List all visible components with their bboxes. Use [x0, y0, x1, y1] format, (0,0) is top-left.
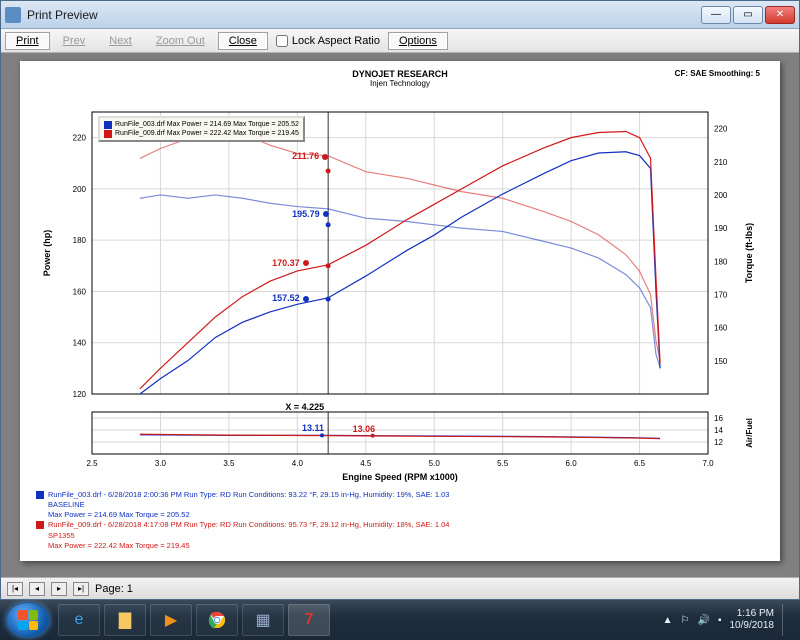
nav-first[interactable]: |◂ — [7, 582, 23, 596]
svg-text:180: 180 — [73, 236, 87, 245]
svg-text:5.0: 5.0 — [429, 459, 441, 468]
options-button[interactable]: Options — [388, 32, 448, 50]
taskbar-pinned: e ▇ ▶ ▦ 7 — [58, 604, 330, 636]
tray-volume-icon[interactable]: 🔊 — [698, 615, 710, 626]
tray-time: 1:16 PM — [730, 608, 775, 620]
tray-up-icon[interactable]: ▲ — [663, 615, 673, 626]
start-button[interactable] — [6, 602, 50, 638]
lock-aspect-label: Lock Aspect Ratio — [292, 35, 380, 47]
af-callout: 13.11 — [302, 423, 324, 433]
legend-item: RunFile_009.drf Max Power = 222.42 Max T… — [104, 129, 299, 138]
value-callout: 211.76 — [292, 151, 328, 161]
lock-aspect-checkbox[interactable]: Lock Aspect Ratio — [276, 35, 380, 47]
ie-icon[interactable]: e — [58, 604, 100, 636]
svg-text:190: 190 — [714, 224, 728, 233]
svg-text:5.5: 5.5 — [497, 459, 509, 468]
legend-box: RunFile_003.drf Max Power = 214.69 Max T… — [98, 116, 305, 142]
run-note: RunFile_009.drf - 6/28/2018 4:17:08 PM R… — [36, 520, 764, 550]
windows-logo-icon — [18, 610, 38, 630]
print-button[interactable]: Print — [5, 32, 50, 50]
svg-text:160: 160 — [714, 324, 728, 333]
page-indicator: Page: 1 — [95, 583, 133, 595]
chart-title: DYNOJET RESEARCH — [36, 69, 764, 79]
value-callout: 157.52 — [272, 293, 309, 303]
close-button[interactable]: ✕ — [765, 6, 795, 24]
nav-next[interactable]: ▸ — [51, 582, 67, 596]
system-tray[interactable]: ▲ ⚐ 🔊 ▪ 1:16 PM 10/9/2018 — [663, 604, 794, 636]
svg-text:12: 12 — [714, 438, 723, 447]
window-title: Print Preview — [27, 8, 701, 22]
svg-text:Torque (ft-lbs): Torque (ft-lbs) — [744, 223, 754, 283]
svg-text:6.5: 6.5 — [634, 459, 646, 468]
chrome-icon[interactable] — [196, 604, 238, 636]
tray-clock[interactable]: 1:16 PM 10/9/2018 — [730, 608, 775, 632]
tray-app-icon[interactable]: ▪ — [718, 615, 722, 626]
explorer-icon[interactable]: ▇ — [104, 604, 146, 636]
af-callout: 13.06 — [353, 424, 376, 434]
lock-aspect-input[interactable] — [276, 35, 288, 47]
next-button: Next — [98, 32, 143, 50]
svg-text:4.5: 4.5 — [360, 459, 372, 468]
svg-text:200: 200 — [73, 185, 87, 194]
chart-area: 2.5 3.0 3.5 4.0 4.5 5.0 5.5 6.0 6.5 7.0 120 140 160 1… — [36, 94, 764, 484]
minimize-button[interactable]: — — [701, 6, 731, 24]
close-preview-button[interactable]: Close — [218, 32, 268, 50]
svg-text:7.0: 7.0 — [702, 459, 714, 468]
svg-text:16: 16 — [714, 414, 723, 423]
svg-text:200: 200 — [714, 191, 728, 200]
wmp-icon[interactable]: ▶ — [150, 604, 192, 636]
value-callout: 195.79 — [292, 209, 329, 219]
calc-icon[interactable]: ▦ — [242, 604, 284, 636]
value-callout: 170.37 — [272, 258, 309, 268]
svg-text:Power (hp): Power (hp) — [42, 230, 52, 277]
maximize-button[interactable]: ▭ — [733, 6, 763, 24]
svg-text:Engine Speed (RPM x1000): Engine Speed (RPM x1000) — [342, 472, 458, 482]
titlebar[interactable]: Print Preview — ▭ ✕ — [1, 1, 799, 29]
chart-subtitle: Injen Technology — [36, 79, 764, 88]
nav-prev[interactable]: ◂ — [29, 582, 45, 596]
svg-text:3.0: 3.0 — [155, 459, 167, 468]
dyno-icon[interactable]: 7 — [288, 604, 330, 636]
app-icon — [5, 7, 21, 23]
page-1: DYNOJET RESEARCH Injen Technology CF: SA… — [20, 61, 780, 561]
svg-text:4.0: 4.0 — [292, 459, 304, 468]
chart-settings-label: CF: SAE Smoothing: 5 — [675, 69, 760, 78]
page-area[interactable]: DYNOJET RESEARCH Injen Technology CF: SA… — [1, 53, 799, 577]
run-note: RunFile_003.drf - 6/28/2018 2:00:36 PM R… — [36, 490, 764, 520]
print-preview-window: Print Preview — ▭ ✕ Print Prev Next Zoom… — [0, 0, 800, 600]
svg-text:2.5: 2.5 — [86, 459, 98, 468]
svg-text:140: 140 — [73, 339, 87, 348]
tray-flag-icon[interactable]: ⚐ — [681, 615, 690, 626]
svg-text:220: 220 — [73, 134, 87, 143]
show-desktop-button[interactable] — [782, 604, 790, 636]
nav-last[interactable]: ▸| — [73, 582, 89, 596]
dyno-chart-svg: 2.5 3.0 3.5 4.0 4.5 5.0 5.5 6.0 6.5 7.0 120 140 160 1… — [36, 94, 764, 484]
prev-button: Prev — [52, 32, 97, 50]
svg-text:14: 14 — [714, 426, 723, 435]
legend-item: RunFile_003.drf Max Power = 214.69 Max T… — [104, 120, 299, 129]
svg-text:6.0: 6.0 — [566, 459, 578, 468]
svg-text:120: 120 — [73, 390, 87, 399]
svg-text:160: 160 — [73, 287, 87, 296]
svg-text:170: 170 — [714, 290, 728, 299]
statusbar: |◂ ◂ ▸ ▸| Page: 1 — [1, 577, 799, 599]
svg-text:210: 210 — [714, 158, 728, 167]
run-notes: RunFile_003.drf - 6/28/2018 2:00:36 PM R… — [36, 490, 764, 551]
toolbar: Print Prev Next Zoom Out Close Lock Aspe… — [1, 29, 799, 53]
tray-date: 10/9/2018 — [730, 620, 775, 632]
svg-text:3.5: 3.5 — [223, 459, 235, 468]
svg-text:150: 150 — [714, 357, 728, 366]
svg-text:X = 4.225: X = 4.225 — [285, 402, 324, 412]
svg-text:180: 180 — [714, 257, 728, 266]
svg-text:220: 220 — [714, 125, 728, 134]
svg-text:Air/Fuel: Air/Fuel — [745, 418, 754, 448]
taskbar[interactable]: e ▇ ▶ ▦ 7 ▲ ⚐ 🔊 ▪ 1:16 PM 10/9/2018 — [0, 600, 800, 640]
zoom-out-button: Zoom Out — [145, 32, 216, 50]
